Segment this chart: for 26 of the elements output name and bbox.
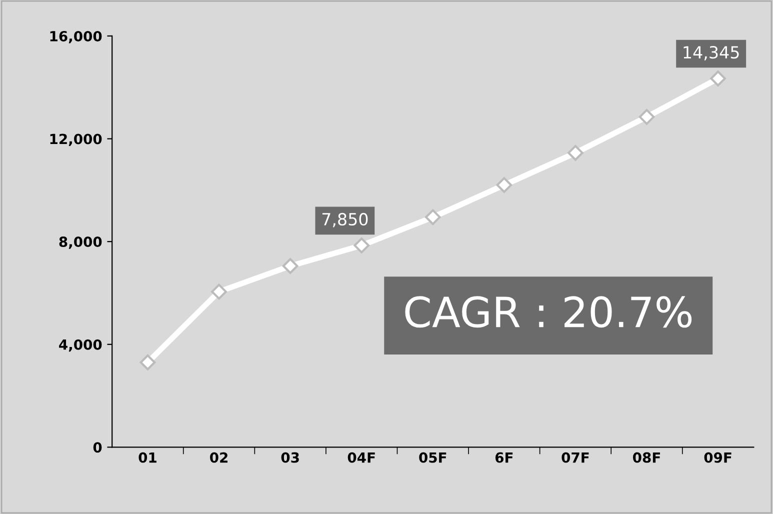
point [282, 258, 298, 274]
y-tick-label: 12,000 [50, 134, 102, 146]
y-tick-label: 16,000 [50, 30, 102, 44]
data-label: 7,850 [322, 212, 368, 228]
x-tick-label: 03 [281, 452, 299, 463]
point [354, 238, 370, 254]
point [211, 284, 227, 300]
point [424, 209, 441, 226]
x-tick-label: 01 [138, 452, 156, 463]
x-tick-label: 6F [495, 452, 513, 463]
point [568, 144, 584, 161]
data-label: 14,345 [684, 46, 739, 60]
point [638, 109, 655, 125]
y-tick-label: 8,000 [59, 236, 102, 249]
x-tick-label: 09F [704, 452, 732, 463]
x-tick-label: 08F [633, 452, 660, 463]
annotation: CAGR : 20.7% [405, 296, 692, 328]
point [496, 177, 512, 193]
x-tick-label: 05F [419, 452, 446, 463]
point [710, 70, 726, 86]
x-tick-label: 04F [348, 452, 375, 463]
x-tick-label: 07F [562, 452, 589, 463]
y-tick-label: 4,000 [59, 339, 102, 352]
point [140, 354, 156, 370]
y-tick-label: 0 [93, 442, 102, 453]
x-tick-label: 02 [210, 452, 228, 463]
